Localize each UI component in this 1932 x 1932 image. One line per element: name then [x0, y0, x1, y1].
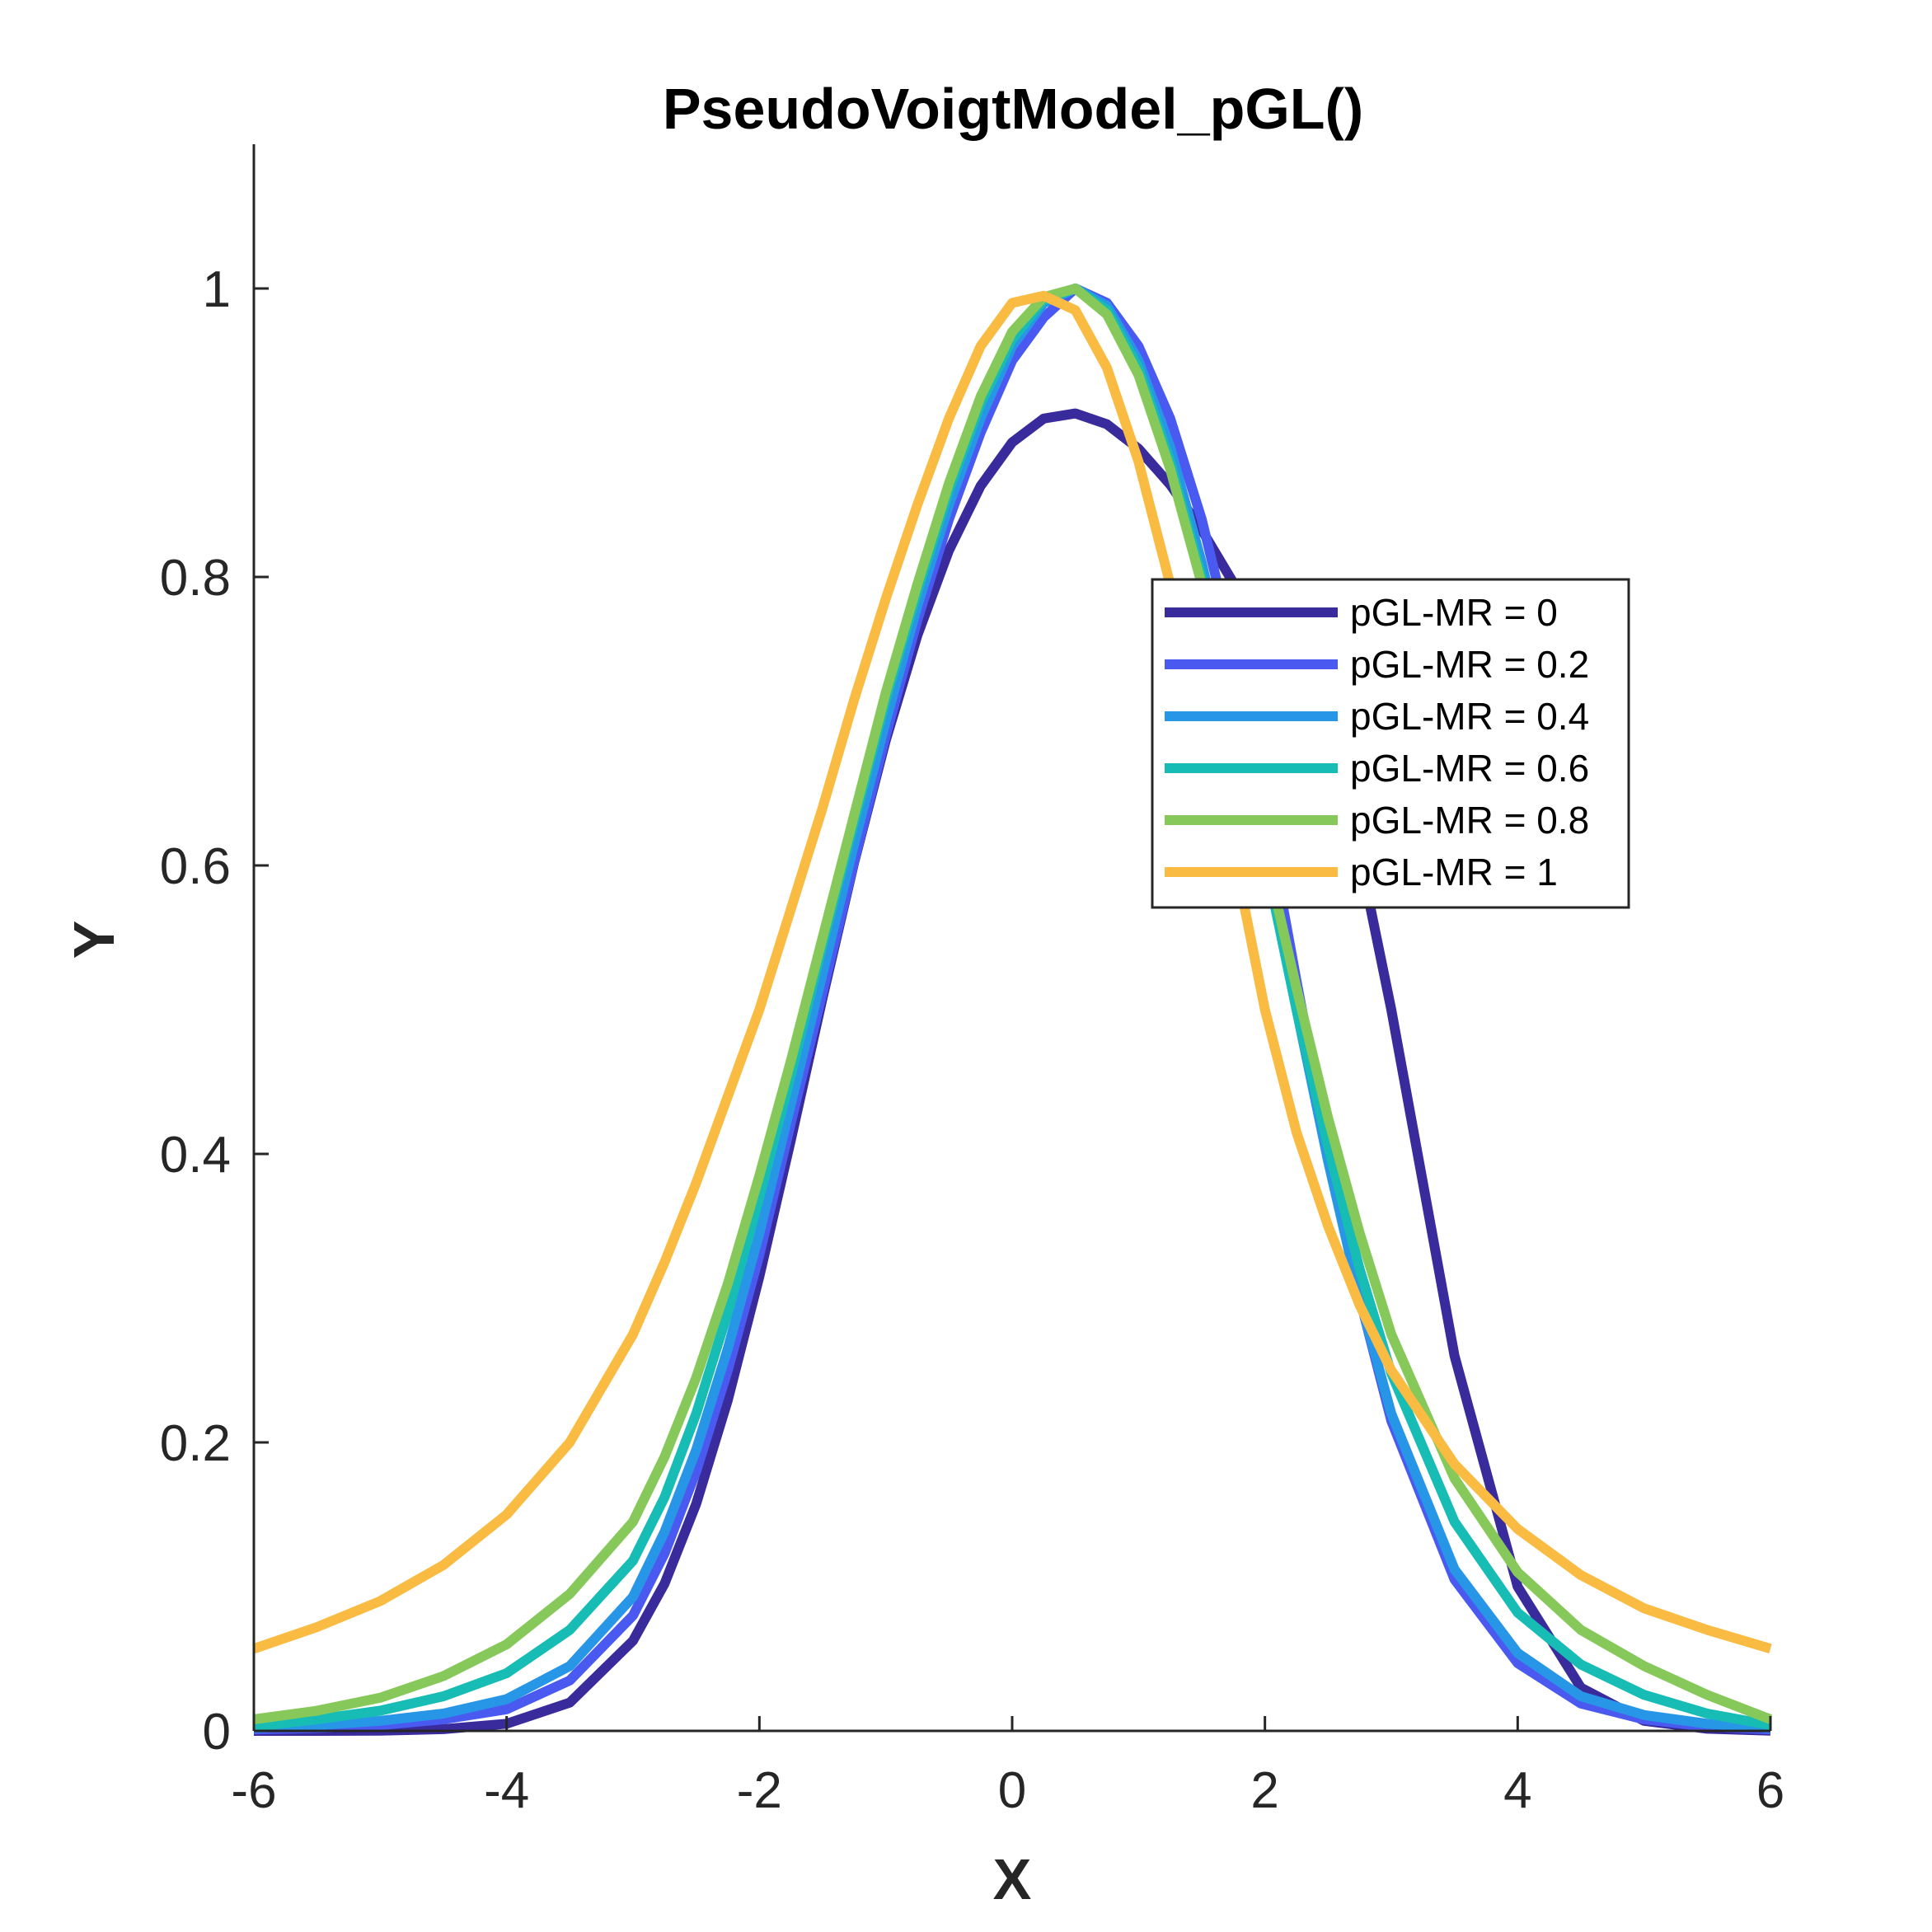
x-tick-label: 6 [1756, 1762, 1784, 1819]
legend-label-2: pGL-MR = 0.4 [1350, 695, 1589, 738]
y-tick-label: 0.8 [160, 550, 231, 607]
legend-label-3: pGL-MR = 0.6 [1350, 747, 1589, 790]
y-axis-label: Y [62, 921, 126, 959]
x-axis-ticks: -6 -4 -2 0 2 4 6 [231, 1716, 1784, 1819]
x-tick-label: -4 [484, 1762, 529, 1819]
legend-box [1151, 578, 1630, 909]
y-tick-label: 0.2 [160, 1415, 231, 1472]
chart-title: PseudoVoigtModel_pGL() [663, 77, 1363, 141]
x-tick-label: 0 [998, 1762, 1026, 1819]
legend-label-1: pGL-MR = 0.2 [1350, 643, 1589, 686]
x-tick-label: -6 [231, 1762, 276, 1819]
x-tick-label: 4 [1503, 1762, 1531, 1819]
legend-label-4: pGL-MR = 0.8 [1350, 799, 1589, 842]
y-tick-label: 0 [203, 1704, 231, 1761]
x-tick-label: -2 [737, 1762, 782, 1819]
plot-series-group [252, 284, 1773, 1736]
series-line-0 [254, 408, 1771, 1736]
legend: pGL-MR = 0 pGL-MR = 0.2 pGL-MR = 0.4 pGL-MR… [1151, 578, 1630, 909]
x-tick-label: 2 [1250, 1762, 1278, 1819]
x-axis-label: X [993, 1847, 1032, 1911]
y-tick-label: 1 [203, 261, 231, 318]
y-axis-ticks: 0 0.2 0.4 0.6 0.8 1 [160, 261, 269, 1761]
series-line-4 [253, 284, 1773, 1724]
legend-label-0: pGL-MR = 0 [1350, 591, 1558, 634]
y-tick-label: 0.6 [160, 838, 231, 895]
series-line-5 [252, 290, 1772, 1654]
legend-items: pGL-MR = 0 pGL-MR = 0.2 pGL-MR = 0.4 pGL-MR… [1165, 591, 1589, 893]
legend-label-5: pGL-MR = 1 [1350, 851, 1558, 893]
y-tick-label: 0.4 [160, 1127, 231, 1184]
